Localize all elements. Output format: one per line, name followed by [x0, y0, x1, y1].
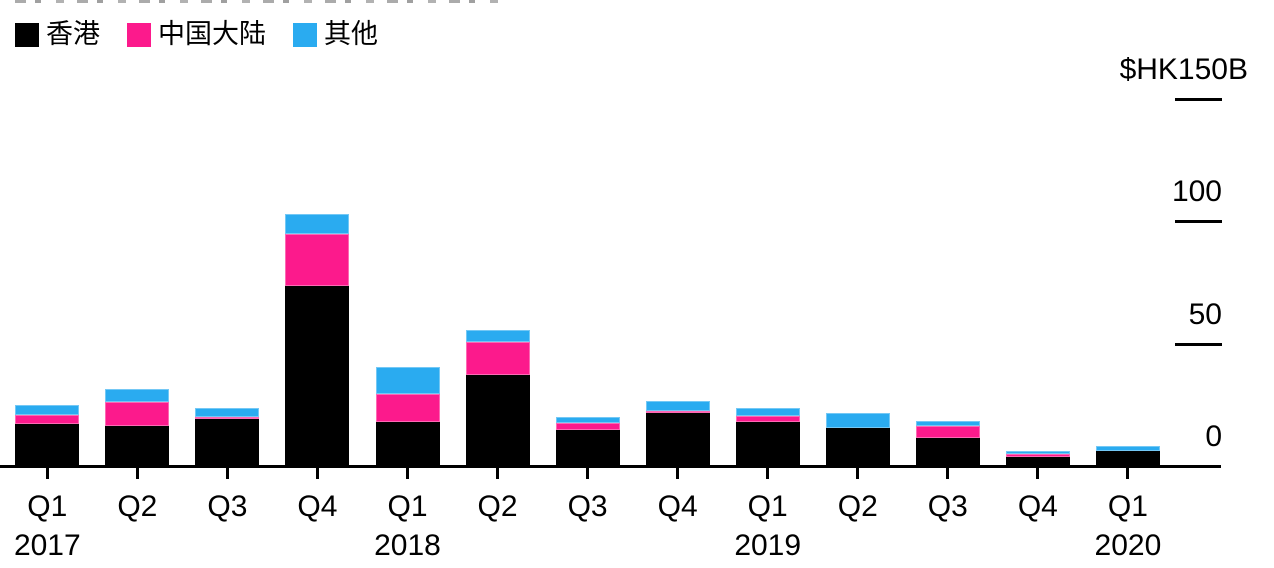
bar-Q4-11-segment-0	[1005, 457, 1070, 466]
bar-Q3-10-segment-2	[915, 420, 980, 426]
bar-Q3-6-segment-1	[555, 423, 620, 431]
x-axis-label-year-2017: 2017	[13, 529, 81, 562]
legend-swatch-icon	[127, 22, 151, 47]
x-axis-tick	[946, 466, 950, 479]
bar-Q2-9-segment-0	[825, 428, 890, 466]
bar-Q2-1-segment-2	[105, 388, 170, 403]
x-axis-tick	[1126, 466, 1130, 479]
cropped-title-fragments	[15, 0, 501, 3]
legend-item-0: 香港	[15, 21, 100, 48]
y-axis-label-100: 100	[1171, 175, 1222, 208]
x-axis-label-quarter: Q2	[477, 490, 518, 523]
legend-label: 中国大陆	[158, 19, 266, 49]
x-axis-label-quarter: Q3	[567, 490, 608, 523]
x-axis-tick	[225, 466, 229, 479]
bar-Q4-3-segment-2	[285, 213, 350, 235]
x-axis-tick	[406, 466, 409, 479]
bar-Q4-7-segment-1	[645, 410, 710, 414]
x-axis-label-quarter: Q4	[1017, 490, 1058, 523]
bar-Q3-6-segment-2	[555, 417, 620, 424]
x-axis-label-quarter: Q1	[27, 490, 68, 523]
bar-Q2-5-segment-1	[465, 342, 530, 376]
x-axis-label-quarter: Q4	[297, 490, 338, 523]
bar-Q4-7-segment-2	[645, 401, 710, 411]
chart-legend: 香港 中国大陆 其他	[15, 21, 405, 48]
bar-Q3-2-segment-0	[195, 419, 260, 466]
x-axis-tick	[315, 466, 319, 479]
x-axis-tick	[766, 466, 770, 479]
x-axis-tick	[496, 466, 500, 479]
legend-swatch-icon	[293, 22, 317, 47]
bar-Q2-9-segment-2	[825, 413, 890, 428]
bar-Q4-7-segment-0	[645, 413, 710, 466]
y-axis-label-$HK150B: $HK150B	[1119, 52, 1248, 86]
bar-Q1-8-segment-1	[735, 415, 800, 422]
x-axis-label-quarter: Q3	[927, 490, 968, 523]
x-axis-tick	[135, 466, 139, 479]
bar-Q2-1-segment-0	[105, 425, 170, 466]
x-axis-tick	[856, 466, 860, 479]
bar-Q4-11-segment-1	[1005, 453, 1070, 458]
legend-item-1: 中国大陆	[127, 21, 266, 48]
bar-Q3-10-segment-0	[915, 437, 980, 466]
y-axis-tick	[1175, 97, 1222, 101]
bar-Q3-2-segment-1	[195, 417, 260, 420]
x-axis-label-quarter: Q3	[207, 490, 248, 523]
bar-Q4-3-segment-1	[285, 234, 350, 286]
bar-Q3-6-segment-0	[555, 430, 620, 466]
legend-item-2: 其他	[293, 21, 378, 48]
x-axis-label-year-2020: 2020	[1094, 529, 1162, 562]
bar-Q1-12-segment-2	[1095, 446, 1160, 452]
legend-label: 其他	[324, 19, 378, 49]
bar-Q1-12-segment-0	[1095, 451, 1160, 466]
x-axis-tick	[45, 466, 49, 479]
bar-Q1-0-segment-1	[15, 414, 80, 425]
x-axis-label-year-2018: 2018	[374, 529, 441, 562]
bar-Q1-8-segment-2	[735, 408, 800, 416]
bar-Q2-5-segment-0	[465, 375, 530, 466]
bar-Q2-1-segment-1	[105, 402, 170, 426]
y-axis-label-0: 0	[1205, 420, 1222, 453]
x-axis-tick	[586, 466, 590, 479]
x-axis-label-quarter: Q1	[1107, 490, 1148, 523]
x-axis-line	[0, 465, 1221, 468]
bar-Q4-3-segment-0	[285, 285, 350, 466]
bar-Q3-2-segment-2	[195, 408, 260, 417]
bar-Q3-10-segment-1	[915, 425, 980, 438]
x-axis-label-quarter: Q1	[747, 490, 788, 523]
legend-label: 香港	[46, 19, 100, 49]
x-axis-label-quarter: Q4	[657, 490, 698, 523]
bar-Q1-0-segment-2	[15, 404, 80, 415]
x-axis-label-quarter: Q1	[387, 490, 428, 523]
bar-Q4-11-segment-2	[1005, 451, 1070, 454]
bar-Q1-4-segment-2	[375, 366, 440, 394]
y-axis-label-50: 50	[1188, 297, 1222, 331]
legend-swatch-icon	[15, 22, 39, 47]
x-axis-label-quarter: Q2	[837, 490, 878, 523]
x-axis-label-quarter: Q2	[117, 490, 158, 523]
x-axis-tick	[1036, 466, 1040, 479]
x-axis-tick	[676, 466, 680, 479]
bar-Q1-4-segment-0	[375, 421, 440, 466]
x-axis-label-year-2019: 2019	[734, 529, 802, 562]
bar-Q2-5-segment-2	[465, 330, 530, 343]
bar-Q1-4-segment-1	[375, 393, 440, 422]
bar-Q1-0-segment-0	[15, 424, 80, 466]
y-axis-tick	[1175, 342, 1222, 346]
bar-Q1-8-segment-0	[735, 421, 800, 466]
y-axis-tick	[1175, 220, 1222, 223]
